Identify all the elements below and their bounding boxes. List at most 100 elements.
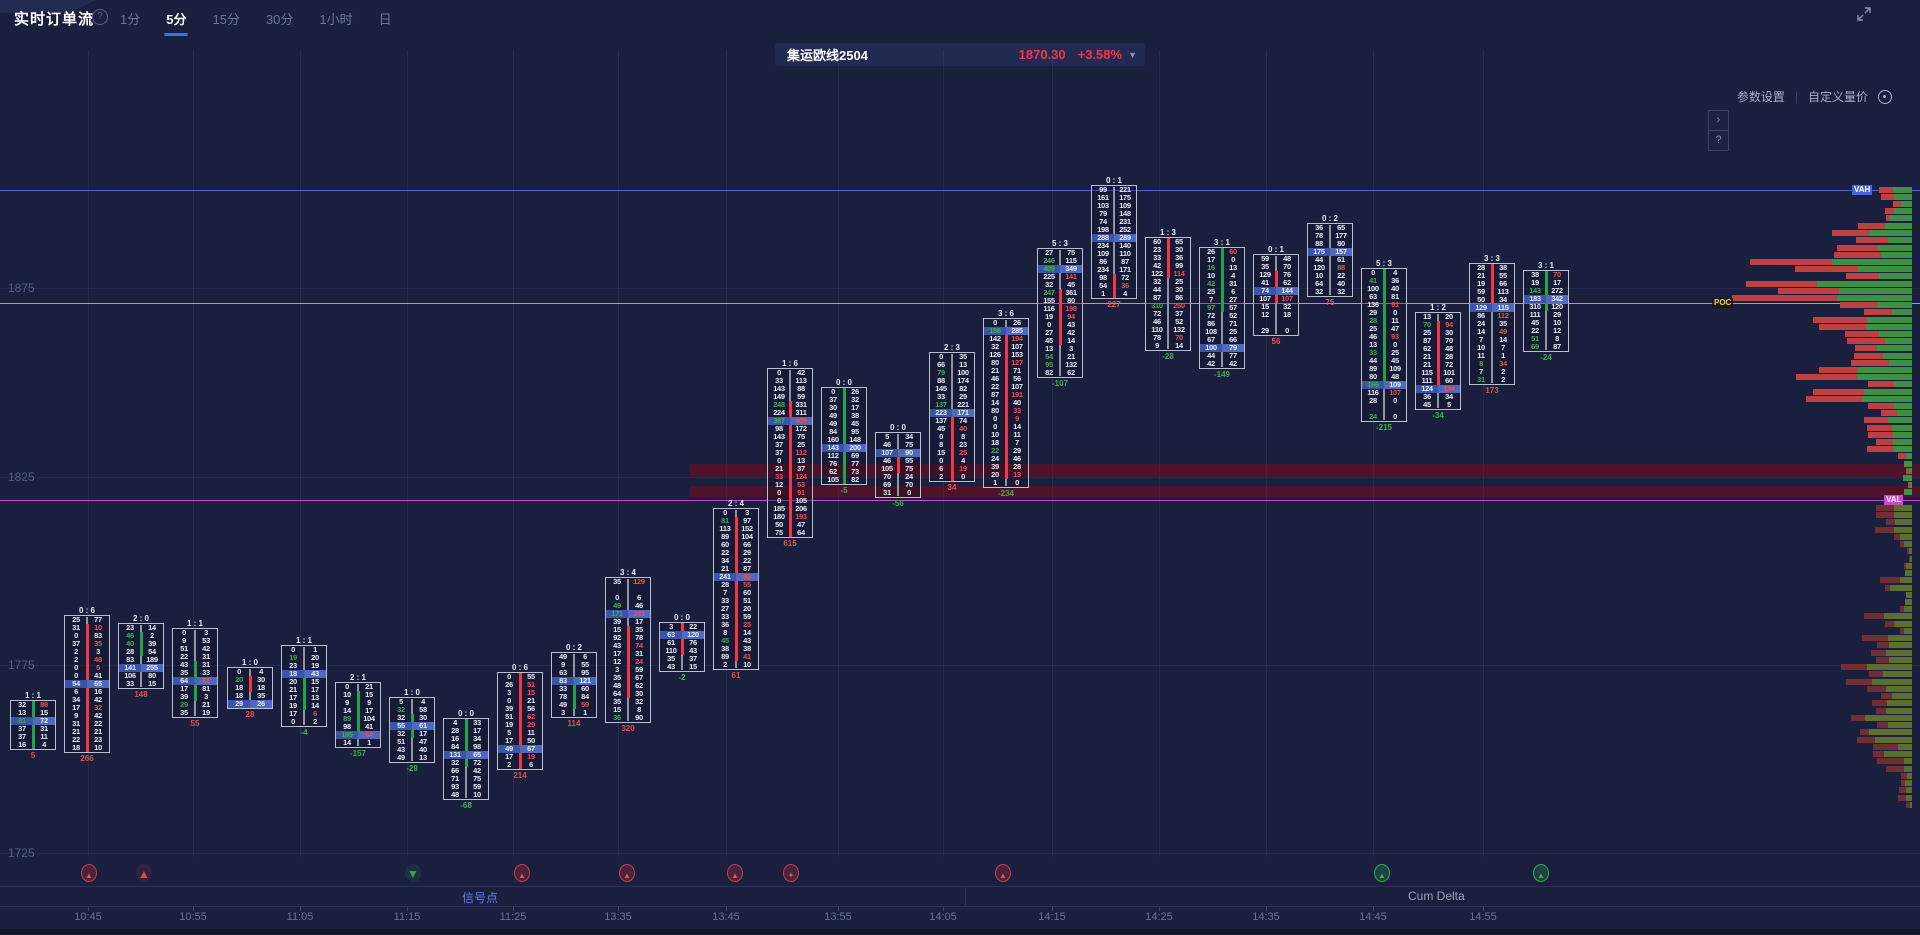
time-tick xyxy=(193,906,194,911)
price-row: 110 132 xyxy=(1146,326,1190,334)
footprint-column: 2 : 3 0 35 66 13 79 100 88 174 145 82 33 29 137 221 223… xyxy=(929,343,975,492)
visibility-icon[interactable] xyxy=(1878,89,1892,104)
price-row: 387 409 xyxy=(768,417,812,425)
candle-body xyxy=(1058,289,1062,345)
price-gridline xyxy=(0,288,1920,289)
ask-volume: 14 xyxy=(1013,423,1021,431)
signal-marker-rc[interactable]: ▲ xyxy=(619,864,635,882)
signal-marker-rc[interactable]: ▲ xyxy=(514,864,530,882)
price-row: 24 46 xyxy=(984,455,1028,463)
bid-volume: 79 xyxy=(937,369,945,377)
ask-volume: 175 xyxy=(1119,194,1131,202)
tab-1小时[interactable]: 1小时 xyxy=(319,12,353,27)
price-row: 98 172 xyxy=(768,425,812,433)
bid-volume: 32 xyxy=(1045,281,1053,289)
candle-body xyxy=(788,401,792,537)
signal-marker-rc[interactable]: ▲ xyxy=(81,864,97,882)
column-box: 26 60 17 0 16 13 10 4 42 31 25 6 7 27 97 57 72 52 86 71 108 2… xyxy=(1199,247,1245,369)
profile-bar-buy xyxy=(1897,410,1912,416)
footprint-column: 2 : 1 0 21 10 15 9 9 14 17 89 104 98 41 195 64 14 1 -157 xyxy=(335,673,381,758)
price-row: 166 109 xyxy=(1362,381,1406,389)
price-row: 21 72 xyxy=(1416,361,1460,369)
bid-volume: 19 xyxy=(505,721,513,729)
bid-volume: 35 xyxy=(667,655,675,663)
ask-volume: 34 xyxy=(473,735,481,743)
price-row: 21 87 xyxy=(714,565,758,573)
signal-marker-rc[interactable]: ▲ xyxy=(995,864,1011,882)
candle-wick xyxy=(140,625,142,687)
bid-volume: 39 xyxy=(991,463,999,471)
ask-volume: 198 xyxy=(1065,305,1077,313)
custom-volume-button[interactable]: 自定义量价 xyxy=(1807,90,1868,104)
signal-marker-rt[interactable]: ▲ xyxy=(136,864,152,882)
contract-selector[interactable]: 集运欧线2504 1870.30 +3.58% ▼ xyxy=(775,43,1145,66)
ask-volume: 54 xyxy=(148,648,156,656)
help-icon[interactable]: ? xyxy=(92,9,108,25)
price-row: 79 100 xyxy=(930,369,974,377)
price-row: 32 107 xyxy=(984,343,1028,351)
price-row: 97 57 xyxy=(1200,304,1244,312)
bid-volume: 13 xyxy=(18,709,26,717)
signal-marker-rc[interactable]: ▲ xyxy=(727,864,743,882)
ask-volume: 62 xyxy=(635,682,643,690)
fullscreen-icon[interactable] xyxy=(1856,6,1872,27)
ask-volume: 124 xyxy=(795,473,807,481)
ask-volume: 14 xyxy=(1175,342,1183,350)
candle-body xyxy=(248,676,252,692)
profile-bar-buy xyxy=(1907,773,1912,779)
liquidity-band xyxy=(690,464,1920,477)
bid-volume: 62 xyxy=(1423,345,1431,353)
column-header: 0 : 0 xyxy=(835,378,852,387)
panel-help-button[interactable]: ? xyxy=(1708,130,1729,151)
ask-volume: 148 xyxy=(849,436,861,444)
profile-bar-buy xyxy=(1872,679,1912,685)
settings-button[interactable]: 参数设置 xyxy=(1736,90,1785,104)
signal-marker-gc[interactable]: ▲ xyxy=(1533,864,1549,882)
ask-volume: 31 xyxy=(635,650,643,658)
profile-bar-buy xyxy=(1893,439,1912,445)
bid-volume: 18 xyxy=(289,670,297,678)
bid-volume: 110 xyxy=(665,647,677,655)
tab-日[interactable]: 日 xyxy=(378,12,392,27)
profile-bar-buy xyxy=(1900,534,1912,540)
footprint-column: 5 : 3 0 4 41 36 100 40 63 81 136 91 29 0 28 11 25 47 46 93… xyxy=(1361,259,1407,432)
price-row: 16 34 xyxy=(444,735,488,743)
bid-volume: 60 xyxy=(1153,238,1161,246)
time-gridline xyxy=(407,50,408,857)
profile-bar-sell xyxy=(1877,758,1904,764)
ask-volume: 62 xyxy=(527,713,535,721)
signal-marker-rd[interactable]: ✦ xyxy=(783,864,799,882)
signal-panel-label[interactable]: 信号点 xyxy=(462,891,499,905)
ask-volume: 42 xyxy=(473,767,481,775)
cumdelta-panel-label[interactable]: Cum Delta xyxy=(1408,889,1465,903)
ask-volume: 95 xyxy=(851,428,859,436)
signal-marker-gc[interactable]: ▲ xyxy=(1374,864,1390,882)
price-row: 19 17 xyxy=(1524,279,1568,287)
profile-bar-sell xyxy=(1873,751,1884,757)
time-tick xyxy=(726,906,727,911)
bid-volume: 10 xyxy=(1207,272,1215,280)
bid-volume: 124 xyxy=(1421,385,1433,393)
bid-volume: 38 xyxy=(1531,271,1539,279)
price-row: 108 25 xyxy=(1200,328,1244,336)
tab-5分[interactable]: 5分 xyxy=(164,6,189,36)
ask-volume: 71 xyxy=(1229,320,1237,328)
bid-volume: 12 xyxy=(1261,311,1269,319)
tab-30分[interactable]: 30分 xyxy=(265,12,294,27)
tab-1分[interactable]: 1分 xyxy=(120,12,141,27)
chart-layer[interactable]: 1875 1825 1775 1725 VAH POC VAL 1 : 1 32 88 13 15 81… xyxy=(0,46,1920,935)
price-row: 66 42 xyxy=(444,767,488,775)
price-row: 46 2 xyxy=(119,632,163,640)
bid-volume: 141 xyxy=(124,664,136,672)
signal-marker-gt[interactable]: ▼ xyxy=(405,864,421,882)
ask-volume: 65 xyxy=(1175,238,1183,246)
bid-volume: 45 xyxy=(1045,337,1053,345)
candle-body xyxy=(680,623,684,655)
bid-volume: 27 xyxy=(1045,249,1053,257)
bid-volume: 409 xyxy=(1043,265,1055,273)
bid-volume: 30 xyxy=(829,404,837,412)
tab-15分[interactable]: 15分 xyxy=(212,12,240,27)
candle-body xyxy=(1382,269,1386,389)
bid-volume: 69 xyxy=(1531,343,1539,351)
price-row: 27 20 xyxy=(714,605,758,613)
